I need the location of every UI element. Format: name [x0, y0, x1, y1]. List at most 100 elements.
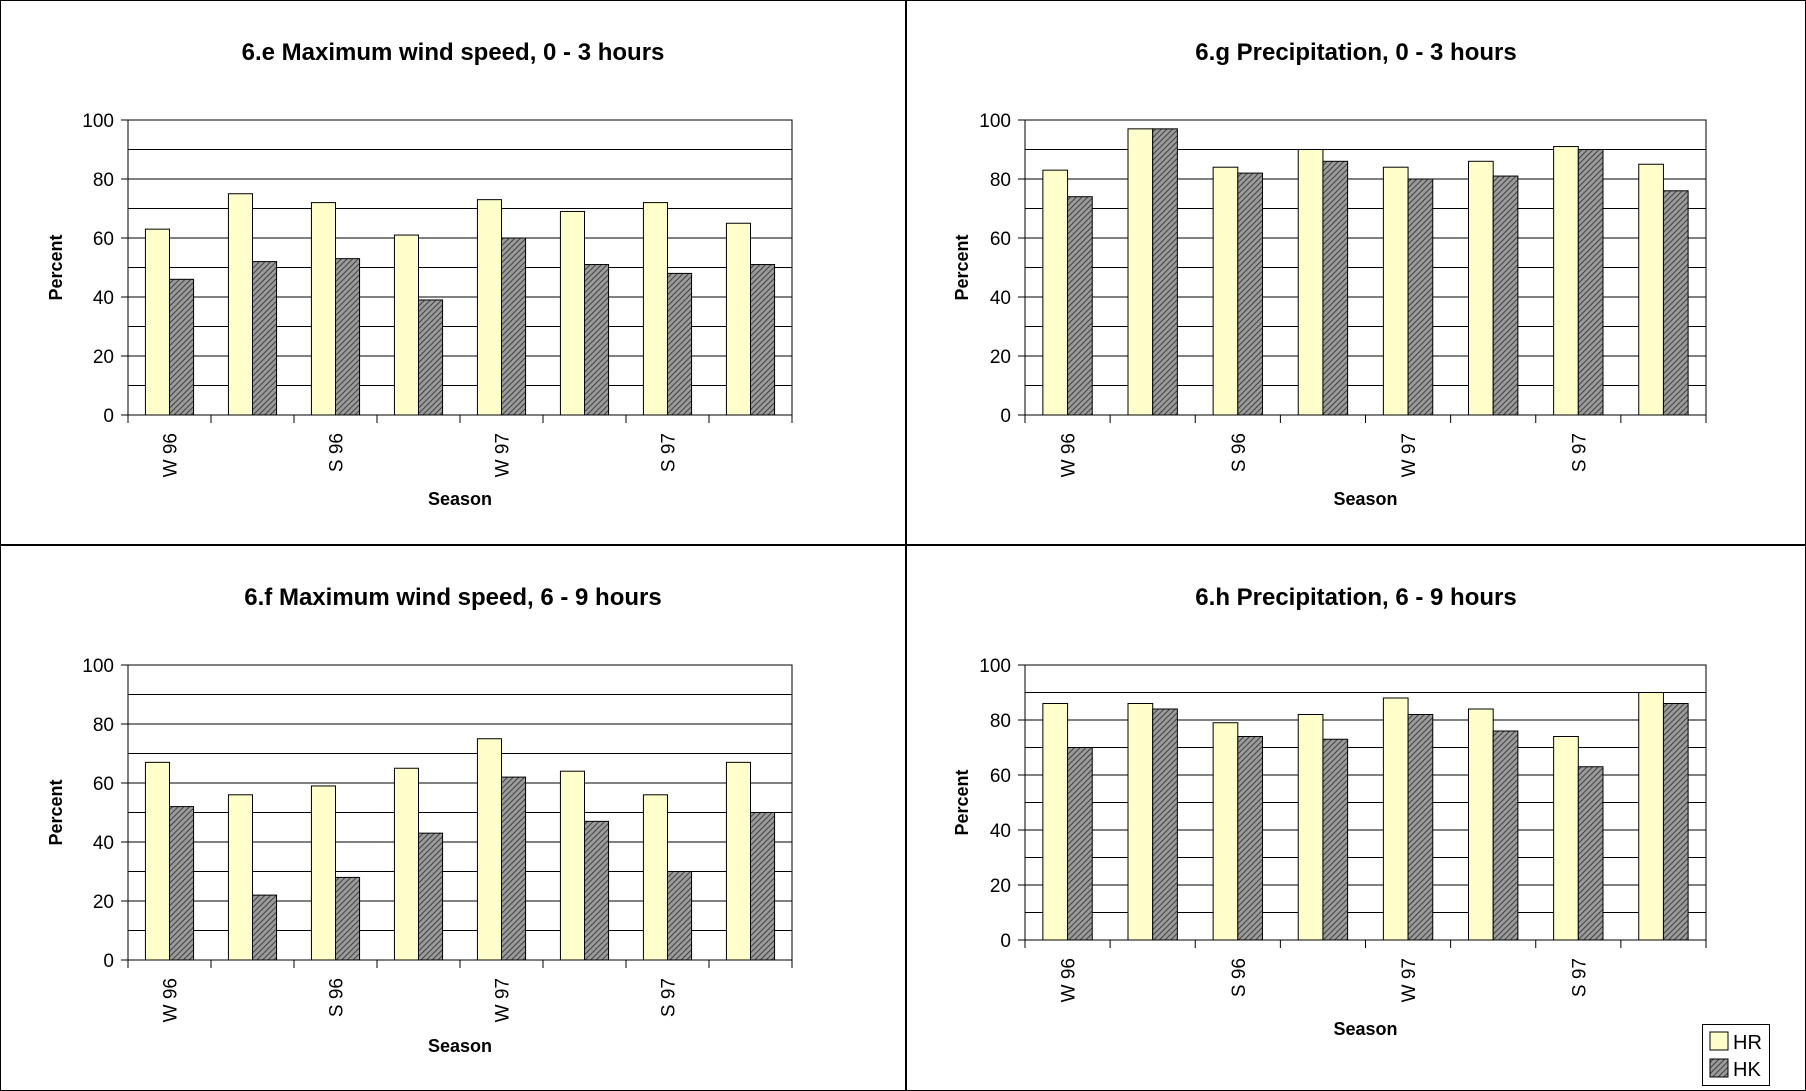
- x-tick-label: W 97: [1399, 433, 1420, 477]
- bar-hr: [1212, 166, 1239, 416]
- y-tick-label: 100: [82, 111, 114, 132]
- bar-hr: [725, 761, 751, 961]
- x-tick-label: W 97: [493, 978, 514, 1022]
- x-axis-label: Season: [1333, 1019, 1397, 1039]
- chart-title: 6.g Precipitation, 0 - 3 hours: [1195, 39, 1516, 66]
- x-tick-label: S 96: [1229, 958, 1250, 997]
- bar-hr: [1638, 692, 1664, 941]
- bar-hk: [252, 261, 278, 416]
- y-axis-label: Percent: [952, 769, 972, 835]
- x-tick-label: S 97: [1569, 958, 1590, 997]
- bar-hr: [642, 202, 668, 416]
- y-tick-label: 40: [93, 833, 114, 854]
- bar-hk: [335, 876, 361, 961]
- y-tick-label: 0: [1000, 931, 1011, 952]
- y-tick-label: 20: [990, 347, 1011, 368]
- bar-hr: [1382, 166, 1409, 416]
- bar-hk: [169, 806, 195, 961]
- x-axis-label: Season: [428, 489, 492, 509]
- y-tick-label: 20: [93, 892, 114, 913]
- bar-hk: [1237, 736, 1263, 941]
- bar-hk: [1577, 149, 1604, 416]
- bar-hr: [310, 785, 336, 961]
- bar-hk: [1152, 708, 1178, 941]
- bar-hr: [227, 794, 253, 961]
- y-tick-label: 100: [979, 656, 1011, 677]
- bar-hk: [750, 264, 776, 416]
- y-tick-label: 60: [990, 229, 1011, 250]
- y-tick-label: 100: [82, 656, 114, 677]
- bar-hr: [1553, 736, 1579, 941]
- bar-hk: [667, 272, 693, 416]
- y-tick-label: 0: [103, 951, 114, 972]
- bar-hr: [642, 794, 668, 961]
- x-axis-label: Season: [428, 1036, 492, 1056]
- bar-hr: [1127, 703, 1154, 941]
- bar-hk: [1407, 178, 1434, 416]
- bar-hk: [1322, 160, 1349, 416]
- chart-panel-4: 6.h Precipitation, 6 - 9 hours 0 20 40 60 80 1…: [906, 545, 1806, 1091]
- y-tick-label: 0: [1000, 406, 1011, 427]
- legend: HR HK: [1702, 1024, 1770, 1086]
- bar-hr: [559, 210, 585, 416]
- bar-hk: [750, 812, 776, 961]
- bar-hk: [501, 237, 527, 416]
- bar-hr: [144, 761, 170, 961]
- bar-hr: [1553, 146, 1579, 416]
- bar-hk: [1407, 714, 1434, 941]
- y-tick-label: 80: [93, 170, 114, 191]
- x-tick-label: W 97: [1399, 958, 1420, 1002]
- bar-hr: [476, 199, 502, 416]
- legend-swatch-hr: [1709, 1031, 1729, 1051]
- bar-hk: [1662, 190, 1689, 416]
- bar-hk: [1152, 128, 1178, 416]
- x-tick-label: W 96: [1059, 433, 1080, 477]
- bar-hk: [418, 832, 444, 961]
- legend-label-hk: HK: [1733, 1059, 1761, 1081]
- y-tick-label: 60: [93, 774, 114, 795]
- x-tick-label: S 96: [327, 433, 348, 472]
- bar-hk: [584, 820, 610, 961]
- y-axis-label: Percent: [952, 234, 972, 300]
- bar-hk: [1322, 738, 1349, 941]
- bar-hr: [1212, 722, 1239, 941]
- bar-hk: [584, 264, 610, 416]
- panel-border: [0, 0, 906, 545]
- x-tick-label: S 97: [1569, 433, 1590, 472]
- bar-hk: [1492, 730, 1519, 941]
- y-tick-label: 40: [93, 288, 114, 309]
- bar-hk: [252, 894, 278, 961]
- bar-hk: [1067, 196, 1093, 416]
- bar-hr: [310, 202, 336, 416]
- x-tick-label: S 97: [659, 978, 680, 1017]
- bar-hr: [1382, 697, 1409, 941]
- bar-hr: [476, 738, 502, 961]
- bar-hr: [1297, 714, 1324, 941]
- y-tick-label: 80: [990, 170, 1011, 191]
- bar-hr: [1468, 708, 1494, 941]
- y-tick-label: 40: [990, 288, 1011, 309]
- chart-panel-1: 6.e Maximum wind speed, 0 - 3 hours 0 20 40…: [0, 0, 906, 545]
- chart-title: 6.h Precipitation, 6 - 9 hours: [1195, 584, 1516, 611]
- x-tick-label: S 97: [659, 433, 680, 472]
- bar-hk: [1577, 766, 1604, 941]
- bar-hr: [1042, 703, 1069, 941]
- y-tick-label: 20: [990, 876, 1011, 897]
- y-tick-label: 100: [979, 111, 1011, 132]
- chart-title: 6.e Maximum wind speed, 0 - 3 hours: [242, 39, 665, 66]
- y-axis-label: Percent: [46, 779, 66, 845]
- x-tick-label: W 96: [161, 978, 182, 1022]
- x-tick-label: S 96: [1229, 433, 1250, 472]
- y-tick-label: 80: [93, 715, 114, 736]
- y-tick-label: 60: [93, 229, 114, 250]
- bar-hr: [1297, 149, 1324, 416]
- bar-hr: [1042, 169, 1069, 416]
- bar-hk: [418, 299, 444, 416]
- bar-hr: [227, 193, 253, 416]
- chart-panel-3: 6.f Maximum wind speed, 6 - 9 hours 0 20 40…: [0, 545, 906, 1091]
- y-axis-label: Percent: [46, 234, 66, 300]
- bar-hk: [1237, 172, 1263, 416]
- bar-hr: [393, 234, 419, 416]
